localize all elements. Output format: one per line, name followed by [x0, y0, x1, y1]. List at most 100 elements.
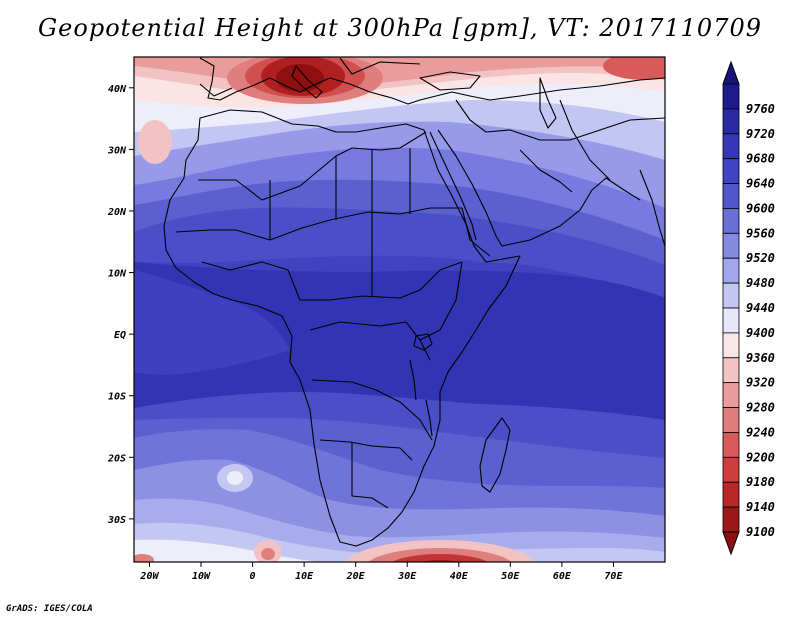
band-9280-southwest: [134, 554, 154, 562]
border-central: [300, 261, 463, 301]
band-9180-south: [391, 554, 489, 562]
colorbar-swatch: [722, 282, 740, 309]
lat-tick-label: 30N: [107, 145, 127, 156]
lon-tick-label: 10E: [295, 571, 314, 582]
colorbar-label: 9760: [746, 102, 775, 116]
colorbar-swatch: [722, 407, 740, 433]
lon-tick-label: 50E: [501, 571, 520, 582]
colorbar-swatch: [722, 456, 740, 483]
red-sea-east: [437, 129, 503, 247]
band-9240-ne: [603, 57, 665, 80]
colorbar-label: 9400: [746, 326, 775, 340]
colorbar-label: 9320: [746, 376, 775, 390]
colorbar-label: 9720: [746, 127, 775, 141]
border-south-central: [311, 379, 433, 441]
border-east: [419, 261, 463, 341]
colorbar-swatch: [722, 481, 740, 508]
italy: [291, 65, 323, 99]
colorbar-label: 9680: [746, 152, 775, 166]
colorbar-swatch: [722, 83, 740, 110]
border-namibia: [351, 442, 389, 509]
colorbar-label: 9560: [746, 226, 775, 240]
black-sea: [419, 71, 481, 91]
colorbar-label: 9600: [746, 201, 775, 215]
lon-tick-label: 70E: [604, 571, 623, 582]
lake-victoria: [413, 333, 433, 351]
colorbar-swatch: [722, 133, 740, 160]
colorbar: 9760 9720 9680 9640 9600 9560 9520 9480 9440 9400…: [722, 60, 775, 556]
lon-tick-label: 40E: [450, 571, 469, 582]
height-field: [134, 57, 665, 562]
lon-tick-label: 0: [250, 571, 256, 582]
lon-tick-label: 20W: [139, 571, 159, 582]
lat-tick-label: 20S: [107, 453, 126, 464]
arabia-coast: [501, 177, 641, 247]
lon-tick-label: 30E: [397, 571, 417, 582]
colorbar-top-arrow: [722, 60, 740, 85]
colorbar-swatch: [722, 506, 740, 533]
lat-tick-label: 10S: [108, 392, 126, 403]
colorbar-label: 9140: [746, 500, 775, 514]
lat-tick-label: 20N: [107, 207, 127, 218]
border-eastern-europe: [339, 57, 421, 75]
lake-malawi: [425, 399, 433, 437]
band-9320-bubble-west: [138, 120, 172, 164]
red-sea-west: [429, 131, 477, 241]
plot-frame: [133, 56, 666, 563]
border-southern: [319, 439, 413, 461]
colorbar-swatch: [722, 332, 740, 359]
band-9360-south: [346, 540, 534, 562]
colorbar-swatch: [722, 108, 740, 135]
india-coast: [639, 169, 665, 247]
lon-tick-label: 60E: [553, 571, 572, 582]
colorbar-swatch: [722, 183, 740, 209]
colorbar-label: 9240: [746, 425, 775, 439]
africa-coastline: [163, 109, 521, 547]
lon-tick-label: 10W: [192, 571, 211, 582]
colorbar-label: 9200: [746, 450, 775, 464]
border-sahel: [175, 207, 462, 241]
colorbar-label: 9640: [746, 177, 775, 191]
lat-tick-label: 40N: [108, 84, 127, 95]
lon-tick-label: 20E: [346, 571, 366, 582]
band-9400-bubble-sw: [227, 471, 243, 485]
lat-tick-label: 30S: [107, 515, 126, 526]
chart-title: Geopotential Height at 300hPa [gpm], VT:…: [38, 14, 762, 42]
border-congo: [309, 321, 431, 361]
colorbar-swatch: [722, 307, 740, 334]
colorbar-label: 9480: [746, 276, 775, 290]
europe-coast: [199, 57, 665, 105]
persian-gulf: [519, 149, 573, 193]
border-middle-east: [455, 99, 665, 141]
colorbar-label: 9180: [746, 475, 775, 489]
colorbar-label: 9100: [746, 525, 775, 539]
band-9100-med: [276, 64, 324, 92]
lake-tanganyika: [409, 359, 417, 401]
madagascar: [479, 417, 511, 493]
colorbar-swatch: [722, 257, 740, 284]
band-9680-west: [134, 270, 290, 375]
iberia-border: [199, 83, 233, 97]
colorbar-swatch: [722, 357, 740, 384]
colorbar-label: 9520: [746, 251, 775, 265]
colorbar-label: 9280: [746, 401, 775, 415]
border-horn: [461, 207, 491, 257]
colorbar-bottom-arrow: [722, 531, 740, 556]
colorbar-label: 9360: [746, 351, 775, 365]
colorbar-label: 9440: [746, 301, 775, 315]
band-9240-bubble-sw: [261, 548, 275, 560]
lat-tick-label: 10N: [108, 269, 127, 280]
caspian: [539, 77, 557, 129]
colorbar-swatch: [722, 208, 740, 234]
grads-credit: GrADS: IGES/COLA: [6, 604, 93, 614]
axis-ticks: 40N 30N 20N 10N EQ 10S 20S 30S 20W 10W 0 10E 20E 30E 4…: [107, 84, 624, 582]
band-9720-core: [134, 262, 665, 430]
colorbar-swatch: [722, 382, 740, 408]
border-west-africa: [201, 261, 301, 301]
colorbar-swatch: [722, 158, 740, 184]
border-iran: [559, 99, 611, 181]
colorbar-swatch: [722, 232, 740, 259]
lat-tick-label: EQ: [114, 330, 126, 341]
coastlines-and-borders: [163, 57, 665, 547]
